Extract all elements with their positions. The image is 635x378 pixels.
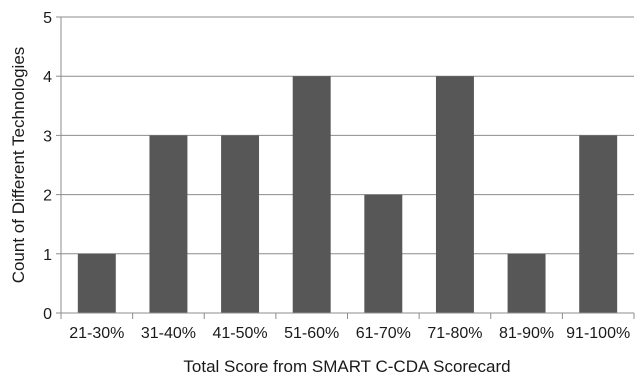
- y-tick-label: 3: [43, 128, 52, 145]
- x-tick-label: 91-100%: [566, 325, 630, 342]
- bar-51-60%: [292, 76, 331, 313]
- x-tick-label: 61-70%: [356, 325, 411, 342]
- bar-61-70%: [364, 194, 403, 313]
- bar-71-80%: [435, 76, 474, 313]
- x-tick-labels: 21-30% 31-40% 41-50% 51-60% 61-70% 71-80% 81-9…: [69, 325, 630, 342]
- x-tick-label: 31-40%: [141, 325, 196, 342]
- y-tick-label: 2: [43, 188, 52, 205]
- y-tick-label: 5: [43, 10, 52, 27]
- bar-21-30%: [77, 253, 116, 313]
- x-tick-label: 71-80%: [427, 325, 482, 342]
- y-tick-label: 0: [43, 306, 52, 323]
- x-tick-label: 51-60%: [284, 325, 339, 342]
- y-tick-label: 1: [43, 247, 52, 264]
- x-tick-label: 41-50%: [212, 325, 267, 342]
- axes: [56, 16, 635, 319]
- x-tick-label: 21-30%: [69, 325, 124, 342]
- gridlines: [61, 16, 634, 255]
- x-tick-label: 81-90%: [499, 325, 554, 342]
- y-axis-title: Count of Different Technologies: [9, 47, 28, 284]
- bar-41-50%: [221, 135, 260, 313]
- y-tick-labels: 0 1 2 3 4 5: [43, 10, 52, 323]
- x-axis-title: Total Score from SMART C-CDA Scorecard: [183, 357, 510, 376]
- y-tick-label: 4: [43, 69, 52, 86]
- bar-91-100%: [579, 135, 618, 313]
- bar-81-90%: [507, 253, 546, 313]
- bar-31-40%: [149, 135, 188, 313]
- bars: [77, 76, 618, 313]
